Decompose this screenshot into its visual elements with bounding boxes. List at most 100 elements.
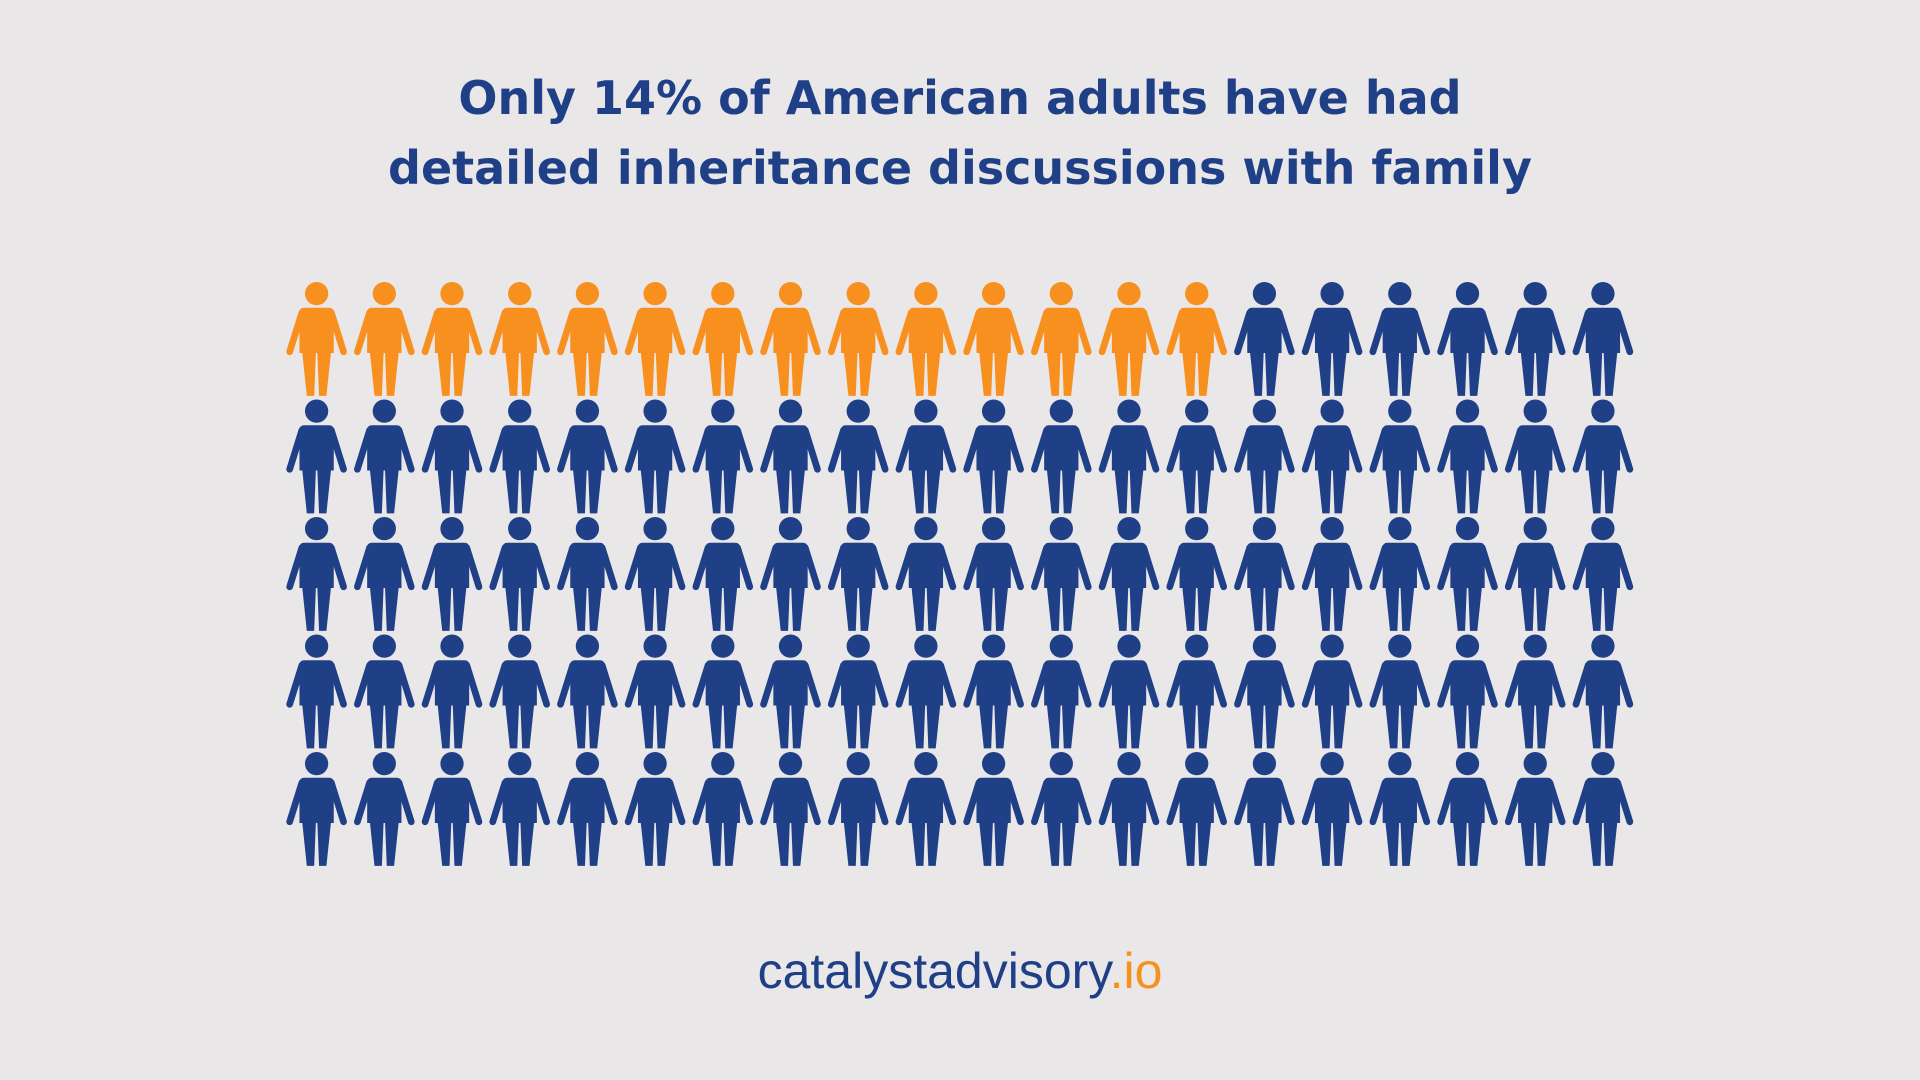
icon-head (372, 634, 396, 658)
icon-arm (1614, 661, 1634, 708)
icon-body (705, 660, 740, 706)
icon-leg (572, 349, 587, 396)
person-icon (1031, 752, 1092, 866)
icon-arm (286, 309, 306, 356)
icon-leg (1400, 701, 1415, 749)
icon-arm (937, 544, 957, 591)
icon-leg (1400, 466, 1415, 514)
icon-leg (301, 466, 317, 514)
icon-arm (1208, 426, 1228, 473)
icon-leg (655, 701, 670, 749)
icon-body (637, 660, 673, 706)
icon-leg (708, 819, 723, 866)
icon-arm (1098, 661, 1118, 708)
icon-body (1179, 660, 1214, 706)
icon-head (711, 752, 735, 776)
icon-head (1320, 517, 1344, 541)
icon-body (434, 307, 470, 354)
icon-arm (1572, 309, 1592, 356)
footer: catalystadvisory.io (758, 943, 1163, 999)
icon-leg (1249, 466, 1264, 514)
person-icon (760, 399, 821, 514)
icon-leg (708, 584, 723, 631)
icon-leg (437, 349, 452, 396)
icon-body (1247, 425, 1282, 471)
icon-leg (301, 701, 317, 749)
icon-arm (801, 426, 821, 473)
icon-head (1185, 517, 1209, 541)
person-icon (354, 282, 415, 396)
chart-title: Only 14% of American adults have had (458, 71, 1461, 125)
person-icon (895, 752, 957, 866)
icon-arm (1234, 309, 1254, 356)
icon-arm (1031, 309, 1050, 356)
icon-leg (1265, 466, 1280, 514)
icon-arm (1208, 661, 1228, 708)
icon-arm (421, 779, 441, 826)
icon-leg (1197, 584, 1212, 631)
icon-leg (437, 701, 452, 749)
icon-leg (588, 701, 603, 749)
icon-body (1247, 307, 1282, 354)
icon-leg (1588, 466, 1603, 514)
person-icon (1504, 282, 1566, 396)
icon-leg (843, 701, 858, 749)
icon-arm (531, 309, 551, 356)
person-icon (827, 399, 889, 514)
person-icon (1437, 634, 1498, 749)
icon-leg (994, 819, 1009, 866)
person-icon (557, 517, 618, 631)
icon-leg (926, 701, 941, 749)
person-icon (1166, 282, 1228, 396)
icon-head (981, 634, 1006, 658)
person-icon (1301, 282, 1363, 396)
icon-leg (1520, 584, 1535, 631)
icon-leg (911, 584, 926, 631)
icon-head (1252, 517, 1277, 541)
icon-arm (1234, 426, 1254, 473)
icon-arm (869, 426, 889, 473)
icon-body (367, 307, 402, 354)
person-icon (489, 399, 551, 514)
icon-body (1247, 777, 1282, 824)
icon-arm (692, 779, 712, 826)
icon-head (508, 282, 532, 306)
icon-leg (926, 819, 941, 866)
icon-arm (734, 426, 754, 473)
icon-arm (489, 779, 509, 826)
icon-body (1518, 660, 1553, 706)
icon-leg (1603, 819, 1618, 866)
icon-head (1591, 282, 1615, 306)
icon-leg (369, 819, 384, 866)
icon-arm (1369, 661, 1389, 708)
icon-leg (1332, 701, 1347, 749)
icon-arm (598, 426, 618, 473)
icon-leg (858, 349, 873, 396)
icon-arm (1546, 544, 1566, 591)
icon-head (846, 752, 870, 776)
icon-arm (1504, 544, 1524, 591)
icon-head (440, 282, 464, 306)
icon-arm (734, 661, 754, 708)
icon-arm (1301, 544, 1321, 591)
icon-leg (384, 349, 400, 396)
icon-arm (1546, 309, 1566, 356)
icon-leg (1114, 701, 1129, 749)
icon-leg (588, 584, 603, 631)
person-icon (963, 282, 1024, 396)
icon-head (1049, 752, 1073, 776)
person-icon (1572, 752, 1634, 866)
person-icon (1031, 517, 1092, 631)
icon-head (1523, 517, 1547, 541)
icon-head (778, 634, 803, 658)
icon-arm (760, 661, 780, 708)
icon-body (502, 307, 537, 354)
icon-body (1382, 660, 1417, 706)
icon-arm (1478, 544, 1498, 591)
icon-leg (1114, 349, 1129, 396)
icon-arm (624, 544, 644, 591)
icon-leg (505, 819, 520, 866)
icon-leg (858, 584, 873, 631)
icon-leg (994, 701, 1009, 749)
